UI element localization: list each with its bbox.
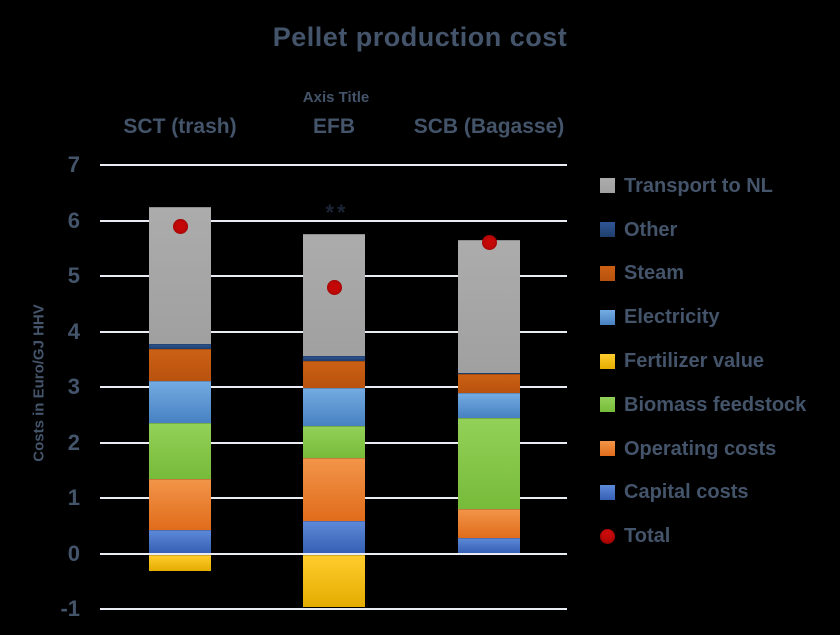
bar-segment-steam-3 <box>458 374 520 394</box>
legend-swatch-icon <box>600 178 615 194</box>
legend-label: Transport to NL <box>624 174 773 197</box>
category-label-efb: EFB <box>313 115 355 138</box>
y-tick-label-7: 7 <box>67 152 80 177</box>
y-tick-label-3: 3 <box>67 374 80 399</box>
y-tick-label-6: 6 <box>67 207 80 233</box>
bar-segment-electricity-2 <box>303 387 365 426</box>
legend-item-capital-costs: Capital costs <box>600 471 806 515</box>
bar-segment-capital-costs-1 <box>149 530 211 554</box>
legend-item-steam: Steam <box>600 252 806 296</box>
y-tick-label-5: 5 <box>67 263 80 288</box>
bar-segment-steam-2 <box>303 361 365 388</box>
bar-segment-capital-costs-3 <box>458 537 520 554</box>
legend-label: Electricity <box>624 306 720 329</box>
legend-swatch-icon <box>600 441 615 457</box>
bar-segment-transport-to-nl-2 <box>303 233 365 357</box>
y-tick-label-0: 0 <box>67 540 80 566</box>
legend-item-total: Total <box>600 514 806 558</box>
category-label-sct: SCT (trash) <box>123 115 237 138</box>
legend-label: Fertilizer value <box>624 350 765 373</box>
legend-swatch-icon <box>600 528 615 544</box>
bar-segment-capital-costs-2 <box>303 520 365 554</box>
category-label-scb: SCB (Bagasse) <box>413 115 565 138</box>
y-tick-label-4: 4 <box>67 318 80 344</box>
y-tick-label-1: 1 <box>67 485 80 510</box>
legend-item-biomass-feedstock: Biomass feedstock <box>600 383 806 427</box>
legend-item-electricity: Electricity <box>600 295 806 339</box>
gridline-y6 <box>100 219 567 222</box>
total-dot-2 <box>326 279 342 295</box>
legend-label: Capital costs <box>624 481 749 504</box>
total-dot-1 <box>172 218 188 234</box>
bar-segment-fertilizer-value-1 <box>149 554 211 572</box>
footnote-annotation: ** <box>325 200 349 225</box>
bar-segment-operating-costs-3 <box>458 509 520 538</box>
chart-title: Pellet production cost <box>272 22 568 52</box>
bar-segment-operating-costs-1 <box>149 478 211 531</box>
gridline-y0 <box>100 552 567 555</box>
bar-segment-biomass-feedstock-3 <box>458 418 520 510</box>
bar-segment-electricity-1 <box>149 381 211 423</box>
bar-segment-electricity-3 <box>458 393 520 419</box>
legend-label: Operating costs <box>624 437 777 460</box>
gridline-y7 <box>100 164 567 166</box>
legend-swatch-icon <box>600 222 615 238</box>
gridline-y-1 <box>100 608 567 610</box>
total-dot-3 <box>481 235 497 251</box>
bar-segment-biomass-feedstock-2 <box>303 425 365 459</box>
bar-segment-other-2 <box>303 356 365 362</box>
legend: Transport to NL Other Steam Electricity Fert… <box>600 164 806 558</box>
bar-segment-other-1 <box>149 343 211 349</box>
legend-swatch-icon <box>600 397 615 413</box>
legend-swatch-icon <box>600 265 615 281</box>
y-tick-label-2: 2 <box>67 429 80 455</box>
bar-segment-biomass-feedstock-1 <box>149 422 211 479</box>
bar-segment-fertilizer-value-2 <box>303 554 365 608</box>
bar-segment-steam-1 <box>149 348 211 382</box>
legend-label: Total <box>624 525 671 548</box>
bar-segment-other-3 <box>458 372 520 375</box>
legend-swatch-icon <box>600 353 615 369</box>
legend-label: Steam <box>624 262 685 285</box>
y-tick-label--1: -1 <box>60 596 80 621</box>
axis-title-placeholder: Axis Title <box>302 89 370 106</box>
legend-swatch-icon <box>600 484 615 500</box>
legend-label: Other <box>624 218 678 241</box>
legend-item-transport-to-nl: Transport to NL <box>600 164 806 208</box>
bar-segment-transport-to-nl-3 <box>458 240 520 373</box>
legend-item-fertilizer-value: Fertilizer value <box>600 339 806 383</box>
legend-swatch-icon <box>600 309 615 325</box>
legend-item-operating-costs: Operating costs <box>600 427 806 471</box>
legend-label: Biomass feedstock <box>624 393 807 416</box>
bar-segment-operating-costs-2 <box>303 458 365 521</box>
legend-item-other: Other <box>600 208 806 252</box>
